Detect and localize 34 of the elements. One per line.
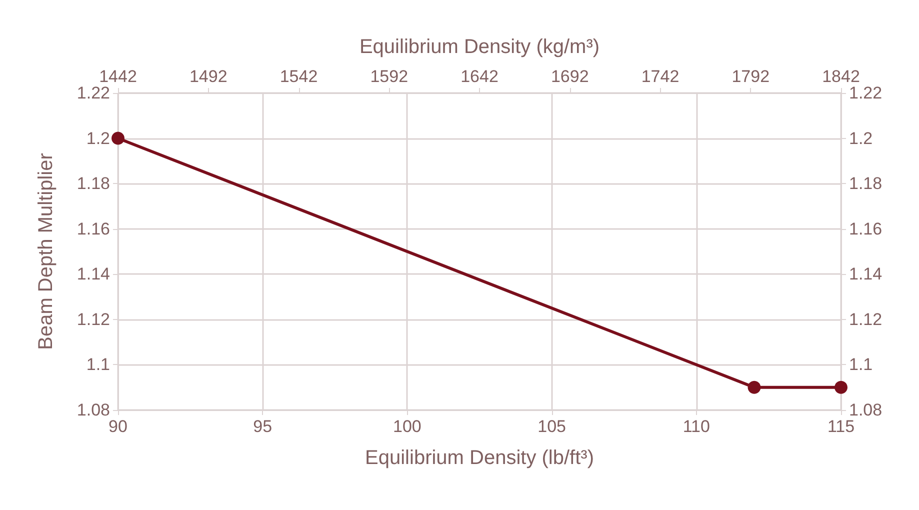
x2-tick-label: 1442 (99, 67, 137, 86)
x2-tick-label: 1742 (641, 67, 680, 86)
y2-tick-label: 1.1 (849, 355, 873, 374)
y2-tick-label: 1.2 (849, 128, 873, 148)
y2-tick-label: 1.12 (849, 310, 882, 329)
x2-tick-label: 1542 (280, 67, 318, 86)
y-tick-label: 1.18 (76, 174, 110, 194)
x-tick-label: 115 (827, 417, 855, 436)
y2-tick-label: 1.16 (849, 219, 882, 238)
y-tick-label: 1.2 (86, 128, 110, 148)
y-axis-title: Beam Depth Multiplier (35, 152, 57, 350)
x-tick-label: 105 (538, 417, 566, 436)
y2-tick-label: 1.18 (849, 174, 882, 194)
x2-axis-title: Equilibrium Density (kg/m³) (359, 36, 600, 58)
x2-tick-label: 1642 (460, 67, 498, 86)
x-tick-label: 110 (682, 417, 710, 436)
x-axis-title: Equilibrium Density (lb/ft³) (365, 447, 594, 469)
y2-tick-label: 1.08 (849, 400, 882, 420)
y-tick-label: 1.22 (76, 84, 110, 102)
x2-tick-label: 1842 (822, 67, 860, 86)
x2-tick-label: 1692 (550, 67, 589, 86)
x-tick-label: 100 (393, 417, 422, 436)
y-tick-label: 1.14 (76, 264, 110, 284)
y2-tick-label: 1.22 (849, 84, 882, 102)
y-tick-label: 1.1 (86, 355, 110, 374)
x-tick-label: 90 (108, 417, 128, 436)
y2-tick-label: 1.14 (849, 264, 882, 284)
y-tick-label: 1.16 (76, 219, 110, 238)
x2-tick-label: 1592 (370, 67, 408, 86)
x2-tick-label: 1492 (189, 67, 228, 86)
x2-tick-label: 1792 (732, 67, 770, 86)
x-tick-label: 95 (253, 417, 272, 436)
y-tick-label: 1.08 (76, 400, 110, 420)
y-tick-label: 1.12 (76, 310, 110, 329)
